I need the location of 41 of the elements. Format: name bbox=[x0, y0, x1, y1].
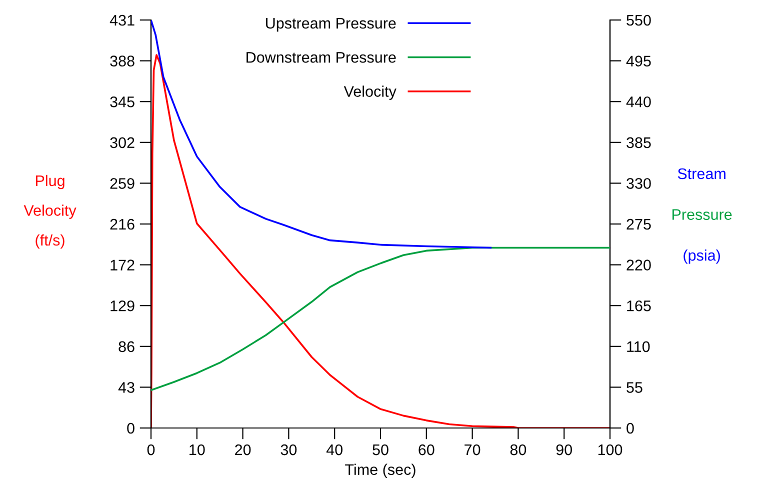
y-tick-label: 302 bbox=[110, 137, 134, 148]
y-tick-label: 172 bbox=[110, 260, 134, 270]
y-tick-label: 388 bbox=[110, 56, 134, 66]
y2-tick-label: 385 bbox=[626, 137, 651, 148]
y2-tick-label: 495 bbox=[626, 56, 651, 66]
y-tick-label: 0 bbox=[127, 422, 134, 434]
y2-tick-label: 55 bbox=[626, 382, 642, 393]
x-tick-label: 20 bbox=[235, 444, 251, 456]
x-tick-label: 0 bbox=[147, 444, 155, 456]
y2-tick-label: 275 bbox=[626, 218, 651, 230]
x-axis-title: Time (sec) bbox=[345, 464, 416, 478]
y2-tick-label: 330 bbox=[626, 178, 651, 189]
y2-tick-label: 440 bbox=[626, 96, 651, 108]
x-tick-label: 100 bbox=[598, 444, 622, 456]
y2-tick-label: 165 bbox=[627, 300, 651, 312]
y-axis-title: Plug Velocity (ft/s) bbox=[24, 174, 76, 249]
legend-label: Upstream Pressure bbox=[266, 18, 396, 32]
y-tick-label: 129 bbox=[110, 300, 134, 312]
y-tick-label: 345 bbox=[110, 96, 134, 108]
y-tick-label: 43 bbox=[118, 382, 134, 393]
legend-label: Downstream Pressure bbox=[246, 52, 396, 63]
line-series bbox=[151, 246, 610, 392]
y-tick-label: 216 bbox=[110, 218, 134, 230]
x-tick-label: 70 bbox=[464, 444, 480, 456]
y2-tick-label: 110 bbox=[627, 341, 650, 352]
line-series bbox=[151, 20, 492, 249]
y-tick-label: 86 bbox=[118, 341, 134, 352]
y2-tick-label: 220 bbox=[626, 260, 651, 270]
x-tick-label: 90 bbox=[556, 444, 572, 456]
y-tick-label: 259 bbox=[110, 178, 134, 189]
y2-tick-label: 0 bbox=[626, 422, 634, 434]
x-tick-label: 40 bbox=[326, 444, 342, 456]
x-tick-label: 50 bbox=[372, 444, 388, 456]
x-tick-label: 30 bbox=[280, 444, 297, 456]
y-tick-label: 431 bbox=[110, 14, 134, 26]
legend-label: Velocity bbox=[344, 86, 396, 100]
x-tick-label: 10 bbox=[190, 444, 205, 456]
x-tick-label: 60 bbox=[418, 444, 434, 456]
y2-tick-label: 550 bbox=[626, 14, 651, 26]
x-tick-label: 80 bbox=[510, 444, 526, 456]
text: Stream Pressure (psia) bbox=[672, 168, 732, 264]
